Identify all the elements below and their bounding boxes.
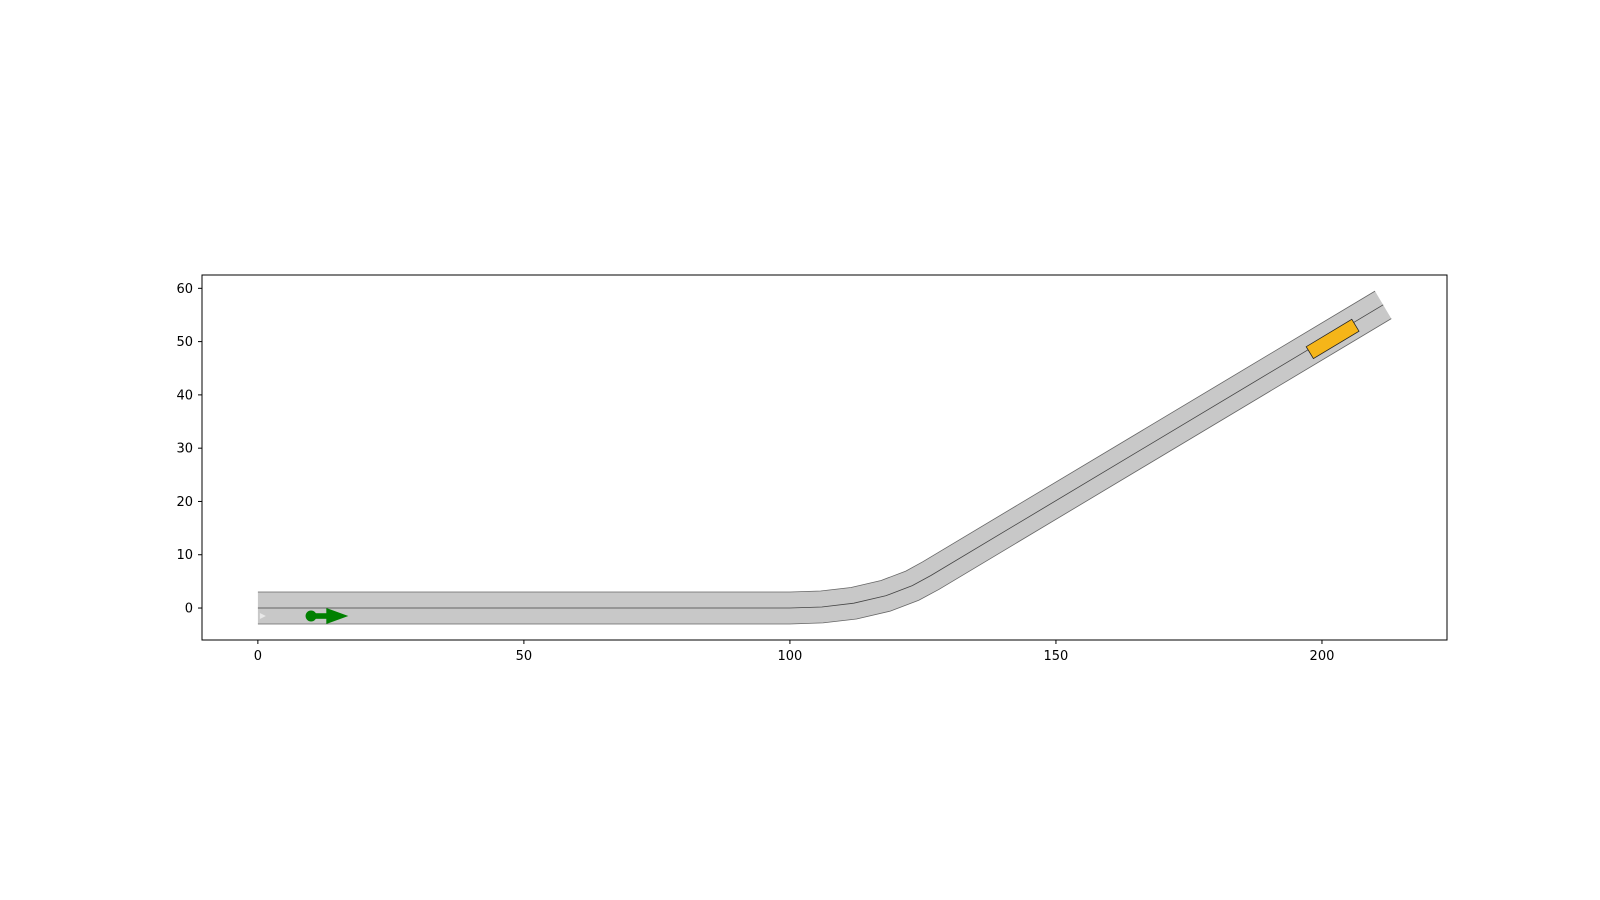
y-tick-label: 20 (176, 495, 193, 510)
road-right-edge (257, 318, 1392, 625)
ego-heading-arrow (326, 608, 349, 625)
plot-area (257, 290, 1392, 625)
y-tick-label: 10 (176, 548, 193, 563)
x-tick-label: 150 (1044, 649, 1069, 664)
x-tick-label: 100 (778, 649, 803, 664)
y-axis: 0 10 20 30 40 50 60 (176, 282, 202, 617)
other-vehicle (1305, 318, 1360, 360)
axes-frame (201, 274, 1448, 641)
y-tick-label: 40 (176, 388, 193, 403)
x-tick-label: 200 (1310, 649, 1335, 664)
y-tick-label: 50 (176, 335, 193, 350)
x-tick-label: 50 (516, 649, 533, 664)
ego-heading-shaft (311, 613, 331, 619)
y-tick-label: 30 (176, 442, 193, 457)
lane-start-marker (259, 613, 266, 620)
x-tick-label: 0 (254, 649, 262, 664)
lane-centerline (257, 304, 1384, 609)
road-left-edge (257, 290, 1376, 593)
x-axis: 0 50 100 150 200 (254, 640, 1335, 664)
y-tick-label: 60 (176, 282, 193, 297)
y-tick-label: 0 (185, 602, 193, 617)
road-surface (257, 291, 1392, 624)
